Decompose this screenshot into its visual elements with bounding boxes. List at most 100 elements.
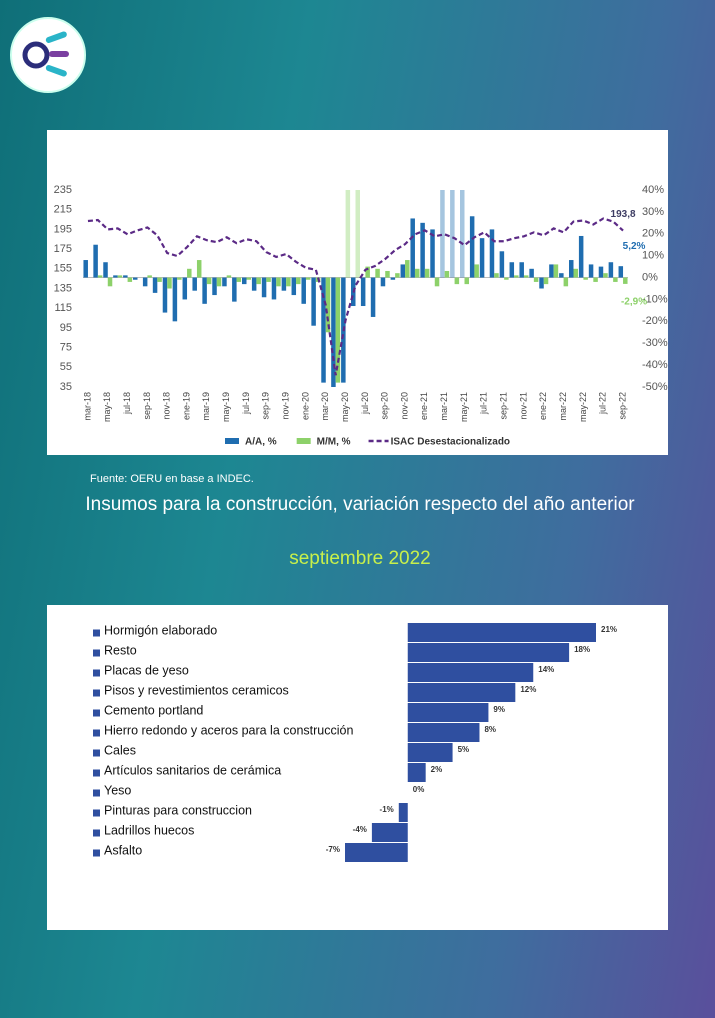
bar: [83, 260, 88, 278]
bar: [97, 275, 103, 278]
y2-tick-label: -40%: [642, 359, 668, 371]
legend-label: ISAC Desestacionalizado: [391, 437, 510, 448]
bar: [529, 268, 534, 278]
bar: [113, 275, 118, 278]
legend-swatch: [296, 438, 311, 444]
bar: [444, 270, 450, 278]
category-label: Placas de yeso: [104, 663, 189, 677]
bar: [440, 190, 445, 278]
legend-swatch: [225, 438, 239, 444]
category-label: Artículos sanitarios de cerámica: [104, 763, 281, 777]
bar: [93, 244, 98, 278]
bar: [271, 277, 277, 300]
bar: [226, 275, 232, 278]
data-label: -1%: [380, 805, 394, 814]
bar: [152, 277, 158, 293]
y2-tick-label: 0%: [642, 271, 658, 283]
category-label: Pinturas para construccion: [104, 803, 252, 817]
x-tick-label: mar-18: [82, 392, 92, 421]
data-label: 21%: [601, 625, 617, 634]
x-tick-label: jul-21: [479, 392, 489, 415]
plot-area: [83, 190, 628, 387]
category-label: Cemento portland: [104, 703, 203, 717]
bar: [157, 277, 162, 282]
bar: [430, 229, 435, 278]
y2-tick-label: 20%: [642, 228, 664, 240]
y2-tick-label: -30%: [642, 337, 668, 349]
bar: [266, 277, 271, 282]
x-tick-label: sep-20: [380, 392, 390, 420]
x-tick-label: mar-22: [558, 392, 568, 421]
bar: [407, 763, 426, 782]
x-tick-label: mar-19: [201, 392, 211, 421]
bar: [291, 277, 297, 296]
category-label: Hierro redondo y aceros para la construc…: [104, 723, 353, 737]
bar: [212, 277, 217, 296]
bar: [593, 277, 598, 282]
bar: [407, 723, 480, 742]
bar: [380, 277, 386, 287]
bar: [454, 277, 460, 285]
bar: [187, 268, 192, 278]
legend-swatch: [93, 809, 100, 817]
x-tick-label: sep-19: [261, 392, 271, 420]
legend-swatch: [93, 829, 100, 837]
bar: [504, 277, 509, 280]
x-tick-label: nov-19: [281, 392, 291, 420]
y-tick-label: 215: [54, 204, 72, 216]
x-tick-label: nov-21: [518, 392, 528, 420]
category-label: Hormigón elaborado: [104, 623, 217, 637]
bar: [464, 277, 469, 285]
bar: [539, 277, 544, 289]
bar: [514, 275, 519, 278]
x-tick-label: ene-19: [181, 392, 191, 420]
bar: [588, 264, 594, 278]
x-tick-label: nov-18: [162, 392, 172, 420]
data-label: 14%: [538, 665, 554, 674]
legend-swatch: [93, 709, 100, 717]
bar: [371, 823, 408, 842]
y-tick-label: 35: [60, 381, 72, 393]
data-label: 12%: [520, 685, 536, 694]
y-tick-label: 195: [54, 223, 72, 235]
bar: [583, 277, 588, 280]
bar: [569, 260, 574, 278]
bar: [420, 222, 425, 278]
bar: [407, 683, 516, 702]
x-tick-label: may-21: [459, 392, 469, 422]
x-tick-label: may-18: [102, 392, 112, 422]
line: [87, 217, 624, 376]
bar: [563, 277, 569, 287]
bar: [206, 277, 212, 285]
data-label: 18%: [574, 645, 590, 654]
bar: [123, 275, 128, 278]
bar: [407, 703, 489, 722]
chart: 235 215 195 175 155 135 115 95 75 55 35 40% 30% 20% 10…: [54, 184, 668, 448]
legend-swatch: [93, 729, 100, 737]
y-tick-label: 55: [60, 361, 72, 373]
legend-swatch: [93, 769, 100, 777]
logo: [10, 17, 86, 93]
y-tick-label: 95: [60, 322, 72, 334]
bar: [460, 190, 465, 278]
chart-subtitle: septiembre 2022: [289, 548, 431, 569]
bar: [242, 277, 247, 285]
bar: [335, 277, 341, 383]
bar: [398, 803, 408, 822]
legend-swatch: [93, 849, 100, 857]
bar: [385, 270, 390, 278]
bar: [407, 663, 534, 682]
bar: [479, 238, 485, 278]
y-tick-label: 115: [54, 302, 72, 314]
bar: [424, 268, 430, 278]
y2-tick-label: 40%: [642, 184, 664, 196]
bar: [474, 264, 479, 278]
data-label: -7%: [326, 845, 340, 854]
bar: [623, 277, 628, 284]
bar: [117, 275, 123, 278]
bar: [107, 277, 113, 287]
bar: [549, 264, 554, 278]
x-tick-label: sep-21: [499, 392, 509, 420]
x-tick-label: mar-21: [439, 392, 449, 421]
data-label: 0%: [413, 785, 425, 794]
